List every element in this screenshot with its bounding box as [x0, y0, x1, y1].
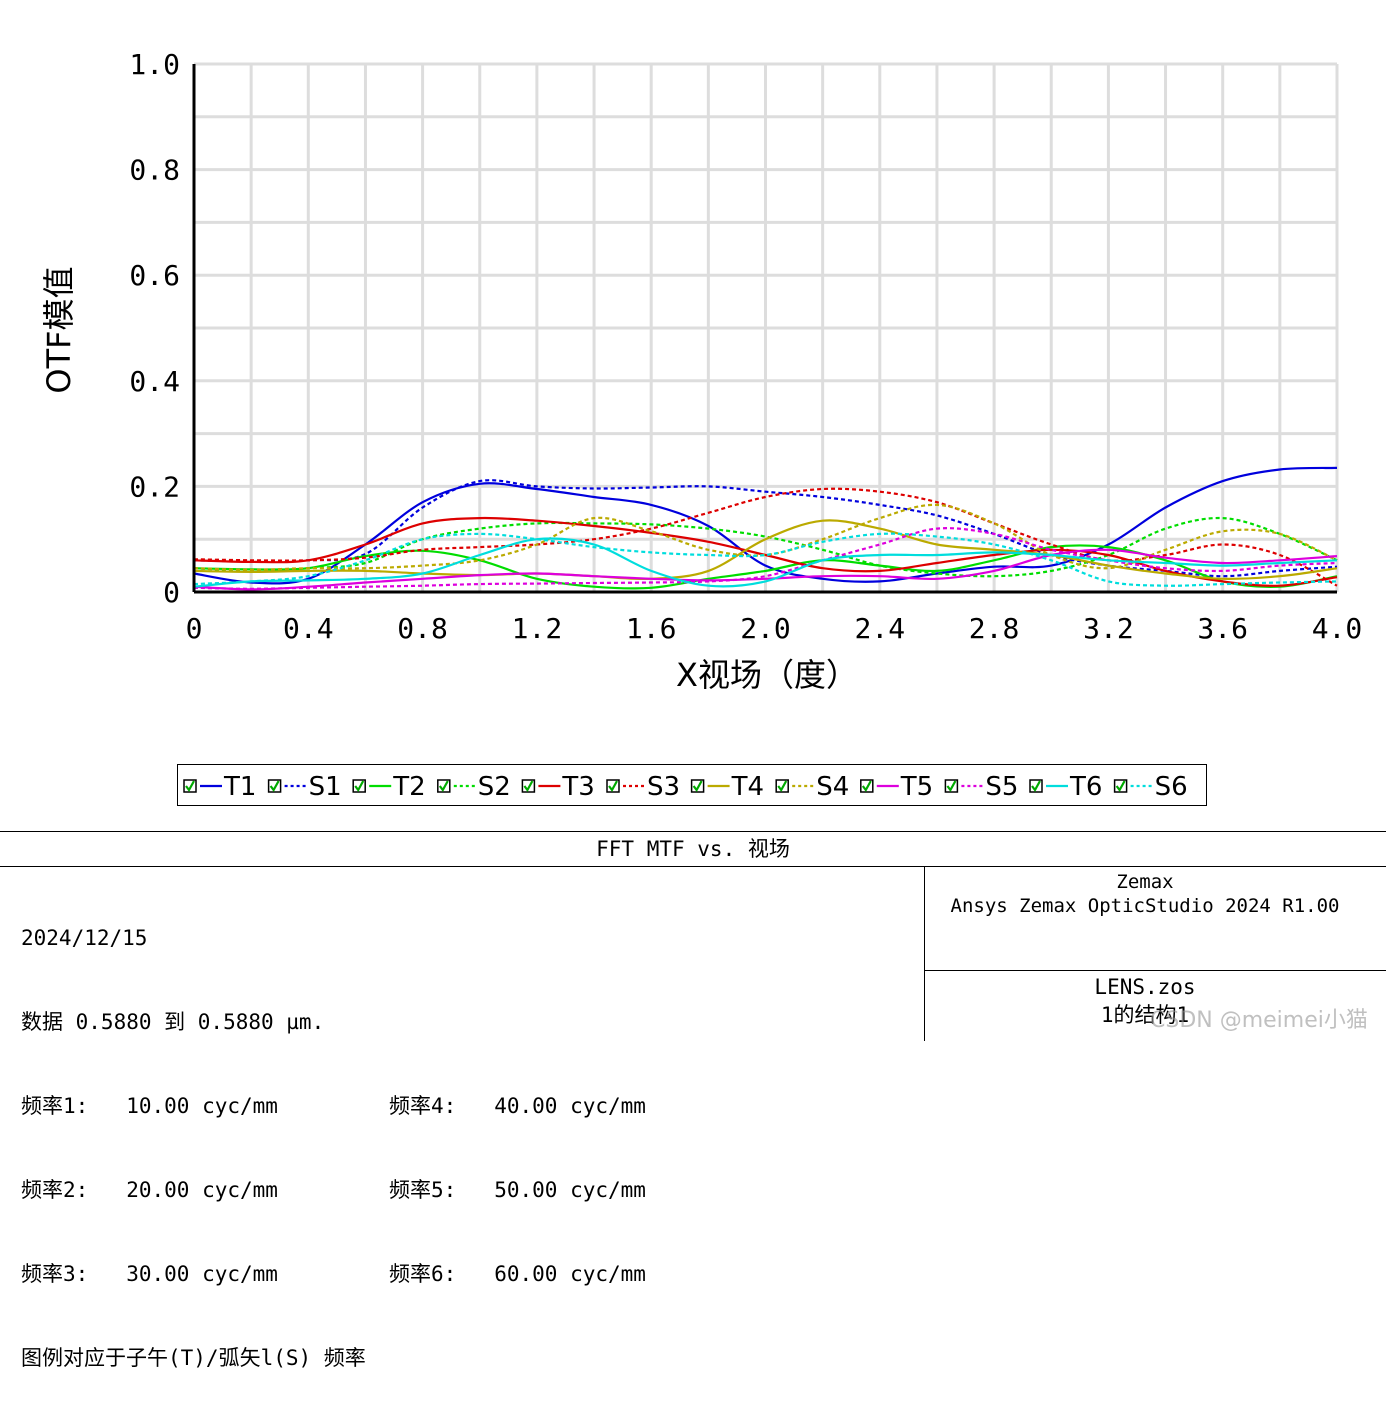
legend-label: S2 — [478, 772, 511, 802]
series-line-s6 — [193, 532, 1338, 587]
x-tick-label: 2.4 — [855, 612, 906, 645]
legend-label: T5 — [900, 772, 933, 802]
series-line-t5 — [193, 548, 1338, 591]
y-tick-label: 0 — [163, 576, 180, 609]
legend-item-t6[interactable]: T6 — [1029, 772, 1102, 802]
freq-6: 频率6: 60.00 cyc/mm — [389, 1262, 646, 1286]
legend-item-s6[interactable]: S6 — [1113, 772, 1188, 802]
check-icon — [354, 780, 365, 793]
freq-5: 频率5: 50.00 cyc/mm — [389, 1178, 646, 1202]
panel-divider-vertical — [924, 866, 925, 1041]
legend-item-t1[interactable]: T1 — [183, 772, 256, 802]
series-line-t3 — [193, 516, 1338, 587]
check-icon — [523, 780, 534, 793]
legend-item-t5[interactable]: T5 — [860, 772, 933, 802]
chart-tick-labels: 0 0.4 0.8 1.2 1.6 2.0 2.4 2.8 3.2 3.6 4.0 0 0.2 0.4 0.… — [129, 48, 1362, 645]
chart-legend: T1 S1 T2 S2 T3 S3 T4 S4 T5 S5 T6 S6 — [177, 764, 1207, 806]
series-line-s3 — [193, 487, 1338, 587]
series-line-s4 — [193, 503, 1338, 571]
x-tick-label: 3.2 — [1083, 612, 1134, 645]
settings-block: 2024/12/15 数据 0.5880 到 0.5880 µm. 频率1: 1… — [21, 868, 901, 1428]
file-name: LENS.zos — [1094, 975, 1196, 999]
panel-divider-horizontal — [924, 970, 1386, 971]
x-tick-label: 1.6 — [626, 612, 677, 645]
legend-label: S6 — [1155, 772, 1188, 802]
y-tick-label: 0.4 — [129, 365, 180, 398]
company-name: Zemax — [1116, 871, 1174, 893]
legend-label: S1 — [309, 772, 342, 802]
x-tick-label: 0.8 — [397, 612, 448, 645]
check-icon — [692, 780, 703, 793]
chart-axes — [192, 64, 1337, 594]
legend-label: S4 — [816, 772, 849, 802]
legend-label: T6 — [1069, 772, 1102, 802]
y-tick-label: 0.6 — [129, 259, 180, 292]
legend-label: T3 — [561, 772, 594, 802]
legend-item-t2[interactable]: T2 — [352, 772, 426, 802]
y-axis-label: OTF模值 — [40, 266, 78, 393]
legend-item-s3[interactable]: S3 — [606, 772, 680, 802]
legend-label: T1 — [223, 772, 256, 802]
software-block: Zemax Ansys Zemax OpticStudio 2024 R1.00 — [925, 870, 1365, 918]
legend-item-s1[interactable]: S1 — [267, 772, 342, 802]
watermark-text: CSDN @meimei小猫 — [1150, 1008, 1368, 1033]
legend-label: T4 — [731, 772, 764, 802]
x-tick-label: 1.2 — [512, 612, 563, 645]
series-line-t4 — [193, 519, 1338, 581]
x-axis-label: X视场（度） — [676, 656, 858, 694]
x-tick-label: 2.0 — [740, 612, 791, 645]
date-text: 2024/12/15 — [21, 926, 148, 950]
check-icon — [1031, 780, 1041, 793]
check-icon — [861, 780, 872, 793]
legend-item-t4[interactable]: T4 — [690, 772, 764, 802]
x-tick-label: 4.0 — [1312, 612, 1363, 645]
check-icon — [1115, 780, 1126, 793]
file-block: LENS.zos 1的结构1 — [925, 973, 1365, 1029]
x-tick-label: 3.6 — [1197, 612, 1248, 645]
legend-note: 图例对应于子午(T)/弧矢l(S) 频率 — [21, 1346, 366, 1370]
legend-item-s2[interactable]: S2 — [437, 772, 511, 802]
y-tick-label: 1.0 — [129, 48, 180, 81]
x-tick-label: 2.8 — [969, 612, 1020, 645]
x-tick-label: 0.4 — [283, 612, 334, 645]
series-line-t1 — [193, 466, 1338, 585]
config-name: 1的结构1 — [1100, 1003, 1190, 1027]
series-line-s1 — [193, 479, 1338, 578]
legend-label: T2 — [392, 772, 425, 802]
product-name: Ansys Zemax OpticStudio 2024 R1.00 — [950, 895, 1340, 917]
wavelength-text: 数据 0.5880 到 0.5880 µm. — [21, 1010, 325, 1034]
check-icon — [946, 780, 957, 793]
freq-3: 频率3: 30.00 cyc/mm — [21, 1262, 278, 1286]
check-icon — [608, 780, 618, 793]
legend-item-t3[interactable]: T3 — [521, 772, 595, 802]
freq-2: 频率2: 20.00 cyc/mm — [21, 1178, 278, 1202]
legend-label: S3 — [647, 772, 680, 802]
freq-1: 频率1: 10.00 cyc/mm — [21, 1094, 278, 1118]
legend-label: S5 — [985, 772, 1018, 802]
x-tick-label: 0 — [186, 612, 203, 645]
check-icon — [185, 780, 195, 793]
check-icon — [269, 780, 280, 793]
legend-item-s5[interactable]: S5 — [944, 772, 1018, 802]
analysis-title: FFT MTF vs. 视场 — [0, 832, 1386, 867]
chart-series — [193, 466, 1338, 591]
series-line-t6 — [193, 537, 1338, 588]
check-icon — [438, 780, 449, 793]
y-tick-label: 0.8 — [129, 154, 180, 187]
legend-item-s4[interactable]: S4 — [775, 772, 849, 802]
chart-grid — [192, 62, 1339, 594]
check-icon — [777, 780, 788, 793]
y-tick-label: 0.2 — [129, 470, 180, 503]
series-line-s2 — [193, 516, 1338, 578]
mtf-chart: 0 0.4 0.8 1.2 1.6 2.0 2.4 2.8 3.2 3.6 4.0 0 0.2 0.4 0.… — [40, 48, 1362, 694]
freq-4: 频率4: 40.00 cyc/mm — [389, 1094, 646, 1118]
